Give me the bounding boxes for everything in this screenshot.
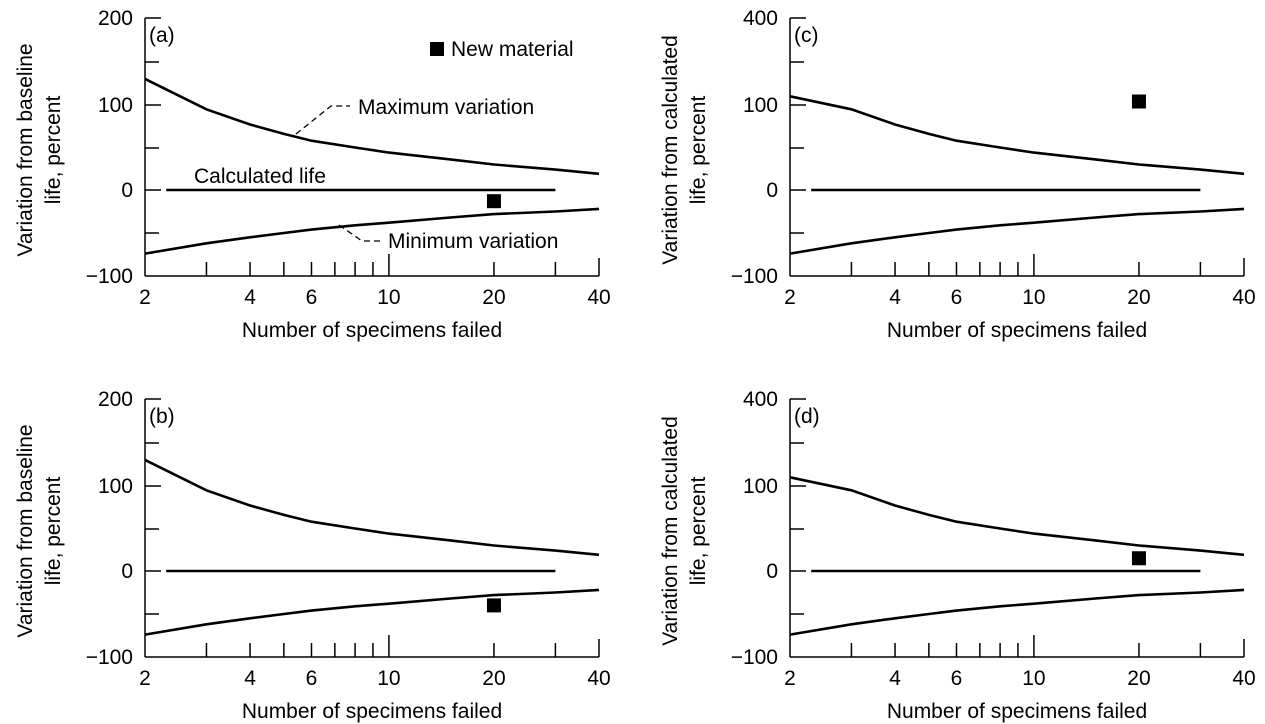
y-tick-label: −100 xyxy=(731,646,778,669)
x-tick-label: 6 xyxy=(951,667,963,690)
maximum-variation-curve xyxy=(789,476,1245,557)
panel-b-chart: 2 4 6 10 20 40 200 100 0 −100 Number of specimens … xyxy=(14,388,611,723)
x-tick-label: 4 xyxy=(244,667,256,690)
y-tick-label: 200 xyxy=(98,388,133,411)
x-tick-label: 6 xyxy=(306,286,318,309)
x-tick-label: 20 xyxy=(1127,667,1150,690)
minimum-variation-leader xyxy=(338,224,380,242)
y-tick-label: 0 xyxy=(766,560,778,583)
y-tick-label: 100 xyxy=(743,475,778,498)
x-tick-label: 40 xyxy=(1232,286,1255,309)
x-tick-label: 20 xyxy=(482,286,505,309)
x-tick-label: 2 xyxy=(784,286,796,309)
x-tick-label: 10 xyxy=(1022,286,1045,309)
x-tick-label: 6 xyxy=(306,667,318,690)
minimum-variation-label: Minimum variation xyxy=(388,230,558,253)
x-axis-title: Number of specimens failed xyxy=(242,700,502,723)
x-tick-label: 4 xyxy=(244,286,256,309)
minimum-variation-curve xyxy=(144,207,600,255)
y-tick-label: 400 xyxy=(743,7,778,30)
maximum-variation-curve xyxy=(144,77,600,176)
x-tick-label: 10 xyxy=(1022,667,1045,690)
x-axis-title: Number of specimens failed xyxy=(887,700,1147,723)
x-tick-label: 40 xyxy=(1232,667,1255,690)
x-tick-label: 10 xyxy=(377,286,400,309)
panel-label: (b) xyxy=(149,405,175,428)
y-axis-title: Variation from calculated xyxy=(659,416,682,646)
legend-marker xyxy=(430,42,444,56)
y-tick-label: 100 xyxy=(743,94,778,117)
maximum-variation-label: Maximum variation xyxy=(358,96,534,119)
x-axis-title: Number of specimens failed xyxy=(242,319,502,342)
y-axis-title: Variation from calculated xyxy=(659,35,682,265)
x-tick-label: 2 xyxy=(139,667,151,690)
minimum-variation-curve xyxy=(789,588,1245,636)
panel-a-chart: 2 4 6 10 20 40 200 100 0 −100 Number of specimens … xyxy=(14,7,611,342)
maximum-variation-curve xyxy=(144,458,600,557)
x-axis-title: Number of specimens failed xyxy=(887,319,1147,342)
x-tick-label: 6 xyxy=(951,286,963,309)
new-material-marker xyxy=(1131,94,1146,109)
new-material-marker xyxy=(486,598,501,613)
y-tick-label: 0 xyxy=(121,179,133,202)
y-tick-label: 400 xyxy=(743,388,778,411)
x-tick-label: 4 xyxy=(889,286,901,309)
x-tick-label: 4 xyxy=(889,667,901,690)
panel-c-chart: 2 4 6 10 20 40 400 100 0 −100 Number of specimens … xyxy=(659,7,1256,342)
x-tick-label: 40 xyxy=(587,286,610,309)
panel-label: (d) xyxy=(794,405,820,428)
y-tick-label: 100 xyxy=(98,475,133,498)
panel-d-chart: 2 4 6 10 20 40 400 100 0 −100 Number of specimens … xyxy=(659,388,1256,723)
panel-label: (c) xyxy=(794,24,819,47)
panel-label: (a) xyxy=(149,24,175,47)
y-tick-label: −100 xyxy=(731,265,778,288)
new-material-marker xyxy=(1131,551,1146,566)
y-axis-title: life, percent xyxy=(687,96,710,205)
maximum-variation-leader xyxy=(295,105,350,135)
x-tick-label: 40 xyxy=(587,667,610,690)
y-axis-title: Variation from baseline xyxy=(14,424,37,637)
x-tick-label: 20 xyxy=(482,667,505,690)
minimum-variation-curve xyxy=(144,588,600,636)
x-tick-label: 20 xyxy=(1127,286,1150,309)
y-axis-title: life, percent xyxy=(42,96,65,205)
y-tick-label: 0 xyxy=(766,179,778,202)
y-tick-label: 0 xyxy=(121,560,133,583)
y-tick-label: −100 xyxy=(86,265,133,288)
y-axis-title: life, percent xyxy=(687,477,710,586)
minimum-variation-curve xyxy=(789,207,1245,255)
legend-label: New material xyxy=(451,38,574,61)
x-tick-label: 10 xyxy=(377,667,400,690)
new-material-marker xyxy=(486,194,501,209)
y-axis-title: life, percent xyxy=(42,477,65,586)
y-tick-label: 200 xyxy=(98,7,133,30)
maximum-variation-curve xyxy=(789,95,1245,176)
y-axis-title: Variation from baseline xyxy=(14,43,37,256)
x-tick-label: 2 xyxy=(139,286,151,309)
y-tick-label: −100 xyxy=(86,646,133,669)
y-tick-label: 100 xyxy=(98,94,133,117)
calculated-life-label: Calculated life xyxy=(194,165,326,188)
x-tick-label: 2 xyxy=(784,667,796,690)
